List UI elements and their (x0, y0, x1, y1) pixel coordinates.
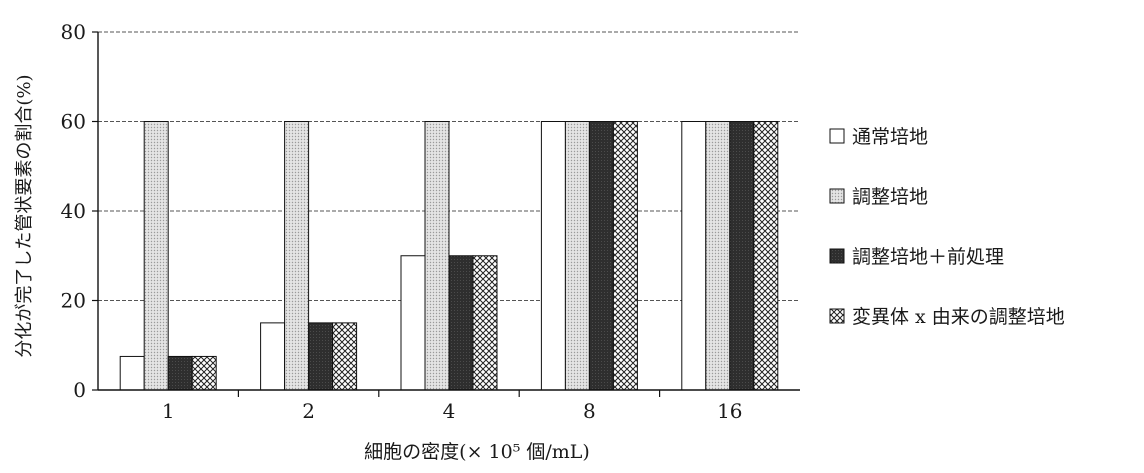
bar-4-2 (332, 322, 358, 391)
axes: 0 20 40 60 80 1 2 4 8 16 (61, 20, 800, 423)
legend-swatch-2 (829, 188, 845, 204)
x-tick-label: 1 (162, 399, 175, 423)
x-tick-label: 16 (717, 399, 742, 423)
bar-1-2 (260, 322, 286, 391)
bar-3-16 (729, 121, 755, 391)
y-tick-label: 0 (73, 378, 86, 402)
legend-label-2: 調整培地 (852, 186, 928, 208)
y-tick-label: 40 (61, 199, 86, 223)
legend-swatch-3 (829, 248, 845, 264)
bar-4-8 (612, 121, 638, 391)
y-tick-label: 80 (61, 20, 86, 44)
legend-swatch-1 (829, 128, 845, 144)
bar-1-16 (681, 121, 707, 391)
bars (119, 121, 779, 391)
bar-1-8 (540, 121, 566, 391)
x-axis-title: 細胞の密度(× 10⁵ 個/mL) (364, 441, 590, 463)
legend-label-3: 調整培地＋前処理 (852, 246, 1004, 268)
x-tick-label: 2 (302, 399, 315, 423)
bar-4-4 (472, 255, 498, 391)
y-axis-title: 分化が完了した管状要素の割合(%) (14, 74, 35, 357)
bar-3-1 (167, 355, 193, 391)
legend-label-1: 通常培地 (852, 126, 928, 148)
legend-label-4: 変異体 x 由来の調整培地 (852, 306, 1065, 328)
bar-3-4 (448, 255, 474, 391)
bar-1-4 (400, 255, 426, 391)
y-tick-label: 60 (61, 110, 86, 134)
y-tick-label: 20 (61, 289, 86, 313)
bar-4-1 (191, 355, 217, 391)
bar-2-2 (284, 121, 310, 391)
bar-1-1 (119, 355, 145, 391)
bar-2-1 (143, 121, 169, 391)
bar-2-8 (564, 121, 590, 391)
bar-3-2 (308, 322, 334, 391)
x-tick-label: 4 (443, 399, 456, 423)
legend-swatch-4 (829, 308, 845, 324)
bar-2-16 (705, 121, 731, 391)
bar-3-8 (588, 121, 614, 391)
x-tick-label: 8 (583, 399, 596, 423)
bar-2-4 (424, 121, 450, 391)
bar-4-16 (753, 121, 779, 391)
